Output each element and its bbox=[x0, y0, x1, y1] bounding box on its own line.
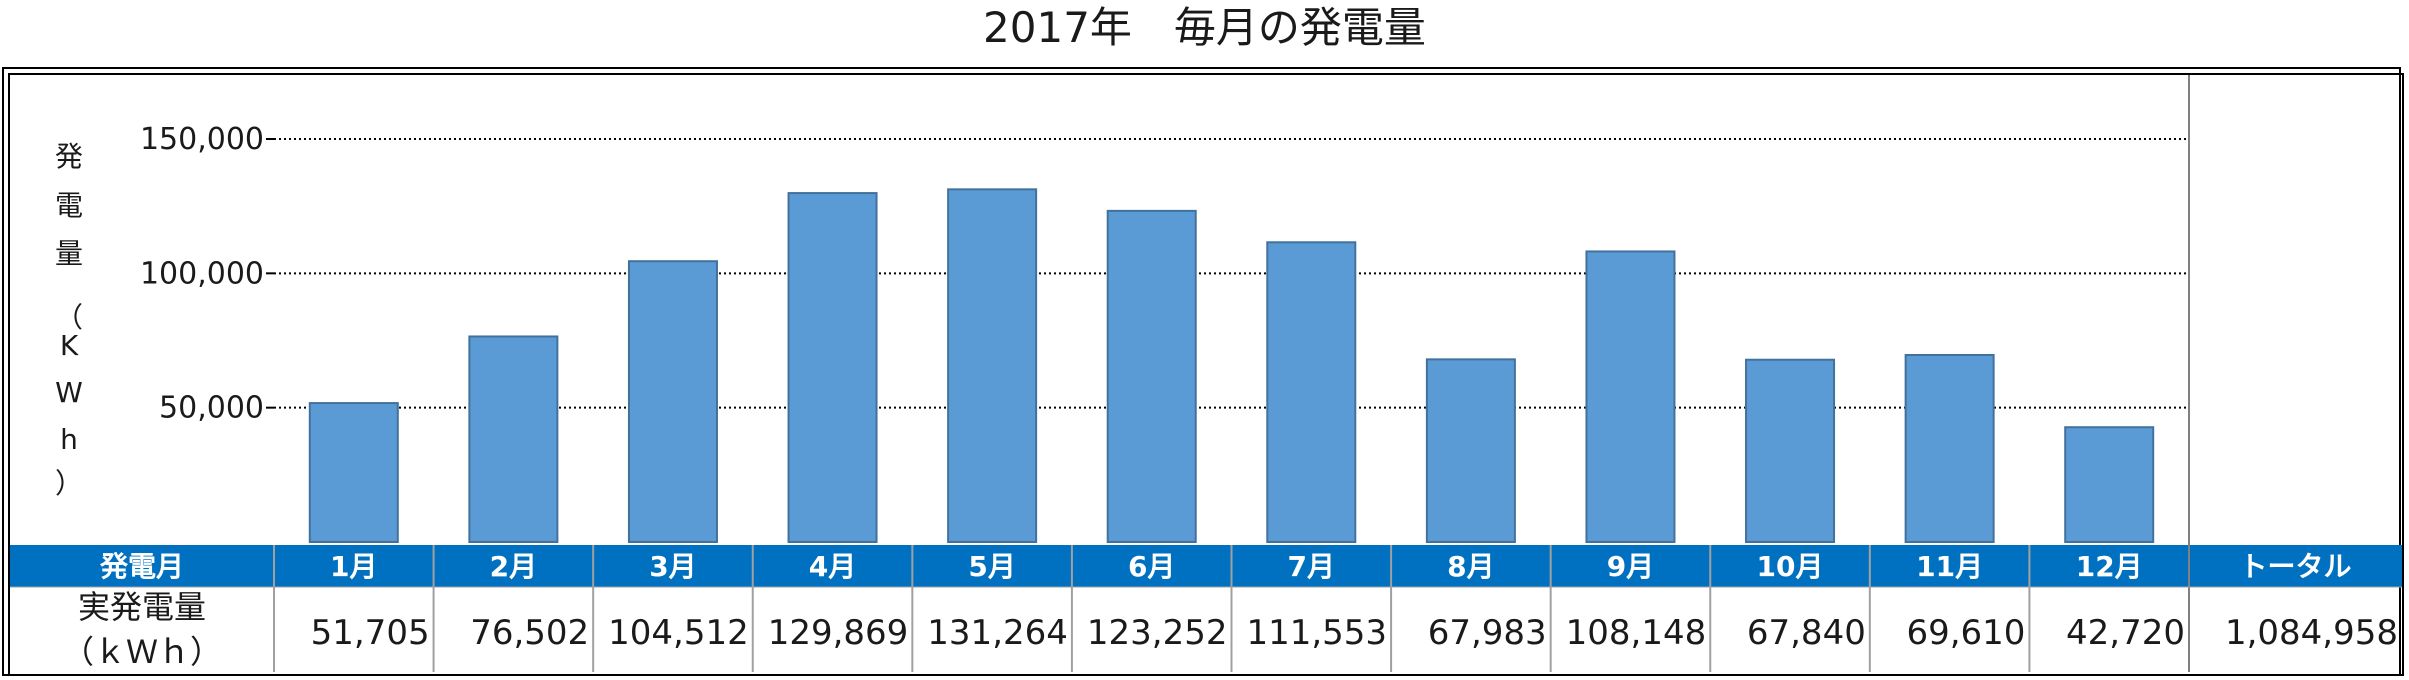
chart-inner-frame bbox=[8, 73, 2404, 676]
table-row-label: 実発電量 bbox=[78, 588, 206, 626]
bar-6月 bbox=[1106, 209, 1197, 544]
y-axis-label-char: 発 bbox=[54, 140, 83, 173]
x-tick-label: 3月 bbox=[649, 550, 696, 583]
x-tick-label: 11月 bbox=[1916, 550, 1983, 583]
bar-10月 bbox=[1745, 358, 1836, 544]
bar-1月 bbox=[308, 402, 399, 543]
bar-12月 bbox=[2064, 426, 2155, 543]
table-header-band bbox=[10, 545, 2402, 587]
y-axis-label-char: ） bbox=[54, 467, 83, 500]
y-tick-label: 100,000 bbox=[140, 256, 264, 291]
table-total-header: トータル bbox=[2239, 550, 2351, 583]
bar-5月 bbox=[947, 188, 1038, 544]
x-tick-label: 9月 bbox=[1607, 550, 1654, 583]
data-label: 67,983 bbox=[1428, 613, 1547, 653]
x-tick-label: 10月 bbox=[1757, 550, 1824, 583]
y-tick-label: 150,000 bbox=[140, 122, 264, 157]
data-label: 131,264 bbox=[927, 613, 1068, 653]
x-tick-label: 8月 bbox=[1447, 550, 1494, 583]
data-label: 108,148 bbox=[1566, 613, 1707, 653]
y-axis-label-char: 電 bbox=[54, 189, 83, 222]
data-label: 51,705 bbox=[311, 613, 430, 653]
y-axis-label-char: 量 bbox=[54, 237, 83, 270]
bar-4月 bbox=[787, 192, 878, 543]
bar-9月 bbox=[1585, 250, 1676, 543]
y-axis-label-char: h bbox=[60, 423, 78, 456]
bar-7月 bbox=[1266, 241, 1357, 543]
y-axis-label-char: （ bbox=[54, 301, 83, 334]
table-row-unit-label: （ｋＷｈ） bbox=[62, 633, 222, 671]
x-tick-label: 6月 bbox=[1128, 550, 1175, 583]
x-tick-label: 1月 bbox=[330, 550, 377, 583]
x-tick-label: 2月 bbox=[490, 550, 537, 583]
x-tick-label: 5月 bbox=[968, 550, 1015, 583]
y-tick-label: 50,000 bbox=[159, 391, 264, 426]
y-axis-label-char: K bbox=[59, 329, 79, 362]
data-label: 129,869 bbox=[768, 613, 909, 653]
bar-11月 bbox=[1904, 353, 1995, 543]
data-label: 42,720 bbox=[2066, 613, 2185, 653]
bar-2月 bbox=[468, 335, 559, 543]
x-tick-label: 7月 bbox=[1288, 550, 1335, 583]
data-label: 123,252 bbox=[1087, 613, 1228, 653]
table-header-label: 発電月 bbox=[99, 550, 184, 583]
data-label: 104,512 bbox=[608, 613, 749, 653]
data-label: 69,610 bbox=[1906, 613, 2025, 653]
chart-title: 2017年 毎月の発電量 bbox=[983, 3, 1426, 52]
data-label: 76,502 bbox=[470, 613, 589, 653]
bar-3月 bbox=[627, 260, 718, 543]
data-label: 111,553 bbox=[1246, 613, 1387, 653]
bar-8月 bbox=[1425, 358, 1516, 543]
data-label: 67,840 bbox=[1747, 613, 1866, 653]
y-axis-label-char: W bbox=[55, 376, 83, 409]
x-tick-label: 4月 bbox=[809, 550, 856, 583]
table-total-value: 1,084,958 bbox=[2225, 613, 2398, 653]
x-tick-label: 12月 bbox=[2076, 550, 2143, 583]
